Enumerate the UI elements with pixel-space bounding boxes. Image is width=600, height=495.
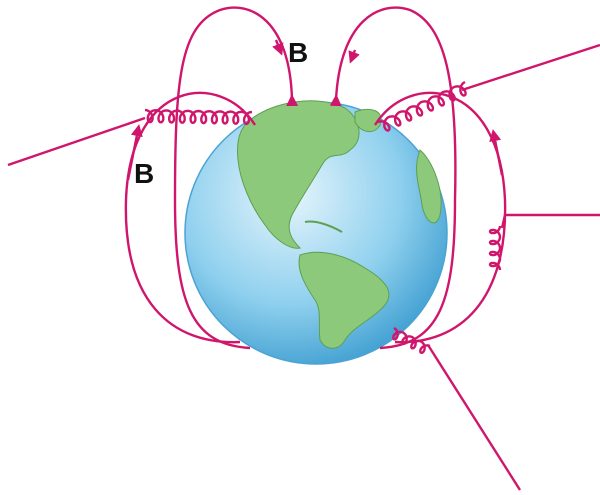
spiral: [377, 80, 467, 132]
spiral: [144, 108, 253, 126]
spiral: [488, 225, 502, 271]
particle-paths: [7, 43, 600, 491]
field-lines: [124, 6, 507, 350]
spiral: [392, 327, 431, 355]
field-label: B: [134, 158, 154, 189]
field-label: B: [288, 37, 308, 68]
earth: [184, 100, 448, 365]
particle-spirals: [144, 80, 502, 355]
